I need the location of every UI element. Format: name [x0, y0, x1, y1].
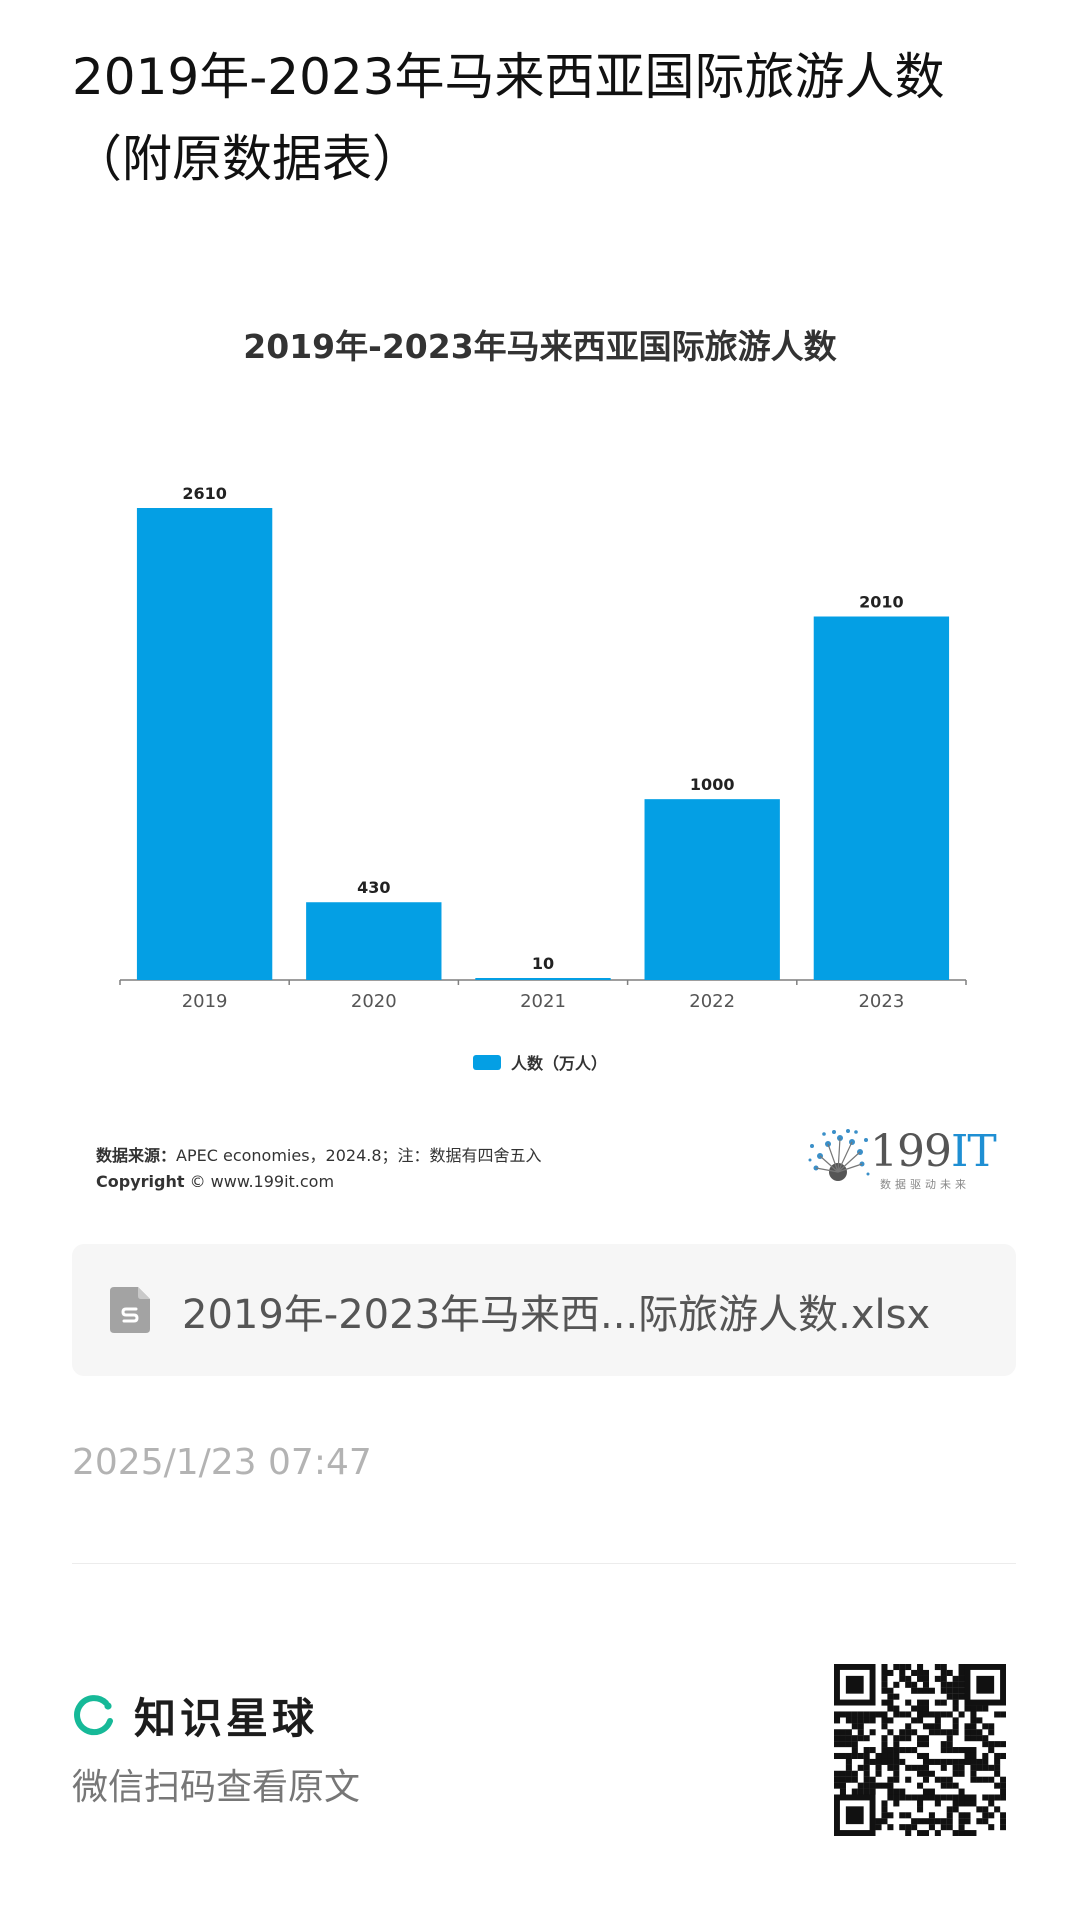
data-label-2020: 430	[357, 878, 390, 897]
data-label-2022: 1000	[690, 775, 735, 794]
attachment-card[interactable]: 2019年-2023年马来西...际旅游人数.xlsx	[72, 1244, 1016, 1376]
legend-label: 人数（万人）	[510, 1054, 607, 1073]
copyright-label: Copyright	[96, 1172, 185, 1191]
chart-title: 2019年-2023年马来西亚国际旅游人数	[243, 327, 837, 366]
page-title: 2019年-2023年马来西亚国际旅游人数（附原数据表）	[72, 48, 945, 188]
chart-card: 2610 2019 430 2020 10 2021 1000 2022 2010 2023 20…	[72, 290, 1008, 1210]
data-label-2023: 2010	[859, 593, 904, 612]
legend-swatch	[472, 1054, 501, 1070]
199it-logo: 199IT 数据驱动未来	[808, 1126, 998, 1196]
source-text: APEC economies，2024.8；注：数据有四舍五入	[176, 1146, 542, 1165]
data-label-2021: 10	[532, 954, 554, 973]
brand-name: 知识星球	[134, 1693, 319, 1743]
bar-2019	[136, 508, 273, 980]
scan-hint: 微信扫码查看原文	[72, 1767, 361, 1808]
copyright-text: © www.199it.com	[189, 1172, 335, 1191]
divider	[72, 1563, 1016, 1564]
spreadsheet-file-icon	[110, 1287, 150, 1333]
bar-2021	[475, 978, 611, 980]
copyright-line: Copyright © www.199it.com	[96, 1172, 334, 1191]
bar-chart: 2610 2019 430 2020 10 2021 1000 2022 2010 2023	[119, 484, 967, 1012]
zsxq-logo-icon	[74, 1695, 113, 1736]
bar-2022	[644, 799, 780, 980]
source-line: 数据来源：APEC economies，2024.8；注：数据有四舍五入	[96, 1142, 542, 1166]
qr-code[interactable]	[834, 1664, 1006, 1836]
x-tick-label-2023: 2023	[858, 991, 904, 1012]
dandelion-logo-icon	[808, 1129, 870, 1181]
source-label: 数据来源：	[96, 1146, 177, 1165]
bar-2020	[306, 902, 442, 980]
bar-2023	[813, 616, 950, 980]
data-label-2019: 2610	[182, 484, 227, 503]
logo-tagline: 数据驱动未来	[880, 1178, 970, 1191]
logo-wordmark: 199IT	[870, 1126, 997, 1177]
brand: 知识星球	[72, 1690, 318, 1743]
x-tick-label-2022: 2022	[689, 991, 735, 1012]
x-tick-label-2020: 2020	[351, 991, 397, 1012]
post-timestamp: 2025/1/23 07:47	[72, 1442, 372, 1483]
x-tick-label-2021: 2021	[520, 991, 566, 1012]
chart-legend: 人数（万人）	[72, 1050, 1008, 1074]
x-tick-label-2019: 2019	[182, 991, 228, 1012]
attachment-filename[interactable]: 2019年-2023年马来西...际旅游人数.xlsx	[182, 1292, 931, 1338]
